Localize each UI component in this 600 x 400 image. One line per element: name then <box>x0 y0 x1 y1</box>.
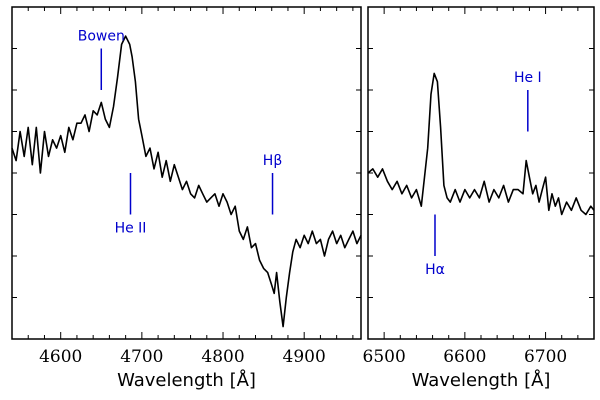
right-x-axis-label: Wavelength [Å] <box>412 369 551 391</box>
right-x-tick-labels: 6500 6600 6700 <box>363 347 568 367</box>
left-panel: Bowen He II Hβ 4600 4700 4800 4900 Wavelength… <box>11 6 362 391</box>
annotation-label: He I <box>514 70 542 86</box>
right-annotations: Hα He I <box>425 70 542 278</box>
right-axis-ticks <box>367 7 595 339</box>
left-x-axis-label: Wavelength [Å] <box>117 369 256 391</box>
right-panel: Hα He I 6500 6600 6700 Wavelength [Å] <box>363 6 595 391</box>
annotation-label: Hβ <box>263 153 282 169</box>
annotation-label: Hα <box>425 262 445 278</box>
left-spectrum-line <box>11 35 362 328</box>
left-x-tick-labels: 4600 4700 4800 4900 <box>39 347 326 367</box>
left-annotations: Bowen He II Hβ <box>78 29 283 237</box>
annotation-label: Bowen <box>78 29 125 45</box>
x-tick-label: 4600 <box>39 347 82 367</box>
x-tick-label: 6700 <box>524 347 567 367</box>
annotation-label: He II <box>115 221 147 237</box>
x-tick-label: 4800 <box>201 347 244 367</box>
x-tick-label: 6600 <box>443 347 486 367</box>
x-tick-label: 4700 <box>120 347 163 367</box>
right-spectrum-line <box>367 72 595 216</box>
left-axis-ticks <box>11 7 361 339</box>
right-plot-frame <box>367 6 595 340</box>
x-tick-label: 6500 <box>363 347 406 367</box>
left-plot-frame <box>11 6 362 340</box>
x-tick-label: 4900 <box>283 347 326 367</box>
